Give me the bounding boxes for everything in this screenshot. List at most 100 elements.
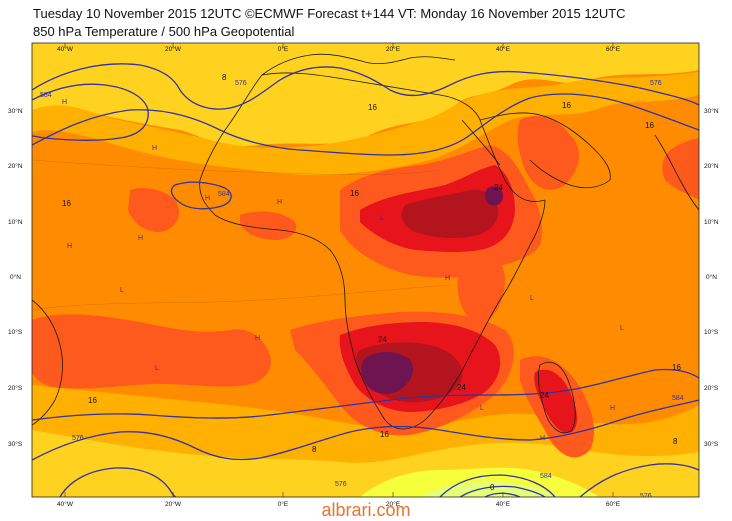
contour-576-east-ridge <box>579 463 699 497</box>
contour-584-south <box>32 368 699 421</box>
temperature-label: 16 <box>645 121 654 130</box>
temperature-zone-sahara-extreme <box>485 186 503 206</box>
pressure-center-label: H <box>255 335 260 342</box>
lon-label-top: 20°W <box>165 45 182 53</box>
lat-label-left: 0°N <box>10 273 21 281</box>
coastline-india <box>654 134 699 211</box>
temperature-isoline-south <box>32 284 451 311</box>
map-frame <box>31 42 700 498</box>
lat-label-left: 30°S <box>8 440 23 448</box>
lon-label-bottom: 20°W <box>165 500 182 508</box>
lon-label-bottom: 0°E <box>278 500 289 508</box>
contour-576-north <box>32 63 699 110</box>
temperature-zone-sahara-very-hot <box>401 189 499 239</box>
temperature-label: 16 <box>62 199 71 208</box>
pressure-center-label: L <box>380 215 384 222</box>
geopotential-label: 576 <box>72 435 84 442</box>
pressure-center-label: L <box>620 325 624 332</box>
temperature-label: 16 <box>380 430 389 439</box>
temperature-label: 24 <box>494 183 503 192</box>
lon-label-top: 60°E <box>606 45 621 53</box>
temperature-zone-india-warm <box>662 138 699 200</box>
pressure-center-label: H <box>610 405 615 412</box>
temperature-zone-arabia-warm <box>517 115 580 190</box>
contour-south-low-3 <box>484 492 521 497</box>
lat-label-right: 30°S <box>704 440 719 448</box>
geopotential-label: 576 <box>650 80 662 87</box>
pressure-center-label: L <box>530 295 534 302</box>
contour-584-africa-loop <box>170 181 232 210</box>
coastline-africa-north <box>261 72 546 202</box>
lat-label-right: 10°N <box>704 218 719 226</box>
temperature-label: 8 <box>673 437 678 446</box>
temperature-zone-west-africa-warm <box>128 188 180 233</box>
lat-label-right: 20°N <box>704 162 719 170</box>
geopotential-contours <box>32 63 699 497</box>
temperature-label: 16 <box>88 396 97 405</box>
geopotential-contour-labels: 584 576 576 584 584 576 576 584 576 <box>40 80 684 500</box>
pressure-center-label: L <box>480 405 484 412</box>
lat-label-left: 30°N <box>8 107 23 115</box>
pressure-center-label: H <box>205 195 210 202</box>
temperature-label: 0 <box>490 483 495 492</box>
geopotential-label: 584 <box>40 92 52 99</box>
coastline-red-sea <box>461 119 501 166</box>
lat-label-left: 20°N <box>8 162 23 170</box>
geopotential-label: 576 <box>640 493 652 500</box>
longitude-labels: 40°W 20°W 0°E 20°E 40°E 60°E 40°W 20°W 0… <box>57 45 621 508</box>
temperature-zone-horn-warm <box>457 253 505 323</box>
lat-label-right: 20°S <box>704 384 719 392</box>
pressure-center-label: H <box>67 243 72 250</box>
chart-title-line1: Tuesday 10 November 2015 12UTC ©ECMWF Fo… <box>33 6 626 21</box>
pressure-center-label: H <box>138 235 143 242</box>
geopotential-label: 576 <box>235 80 247 87</box>
pressure-center-label: L <box>120 287 124 294</box>
lon-label-top: 0°E <box>278 45 289 53</box>
pressure-center-label: H <box>540 435 545 442</box>
pressure-center-labels: H H H H H H H H H H L L L L L L <box>62 99 624 442</box>
pressure-center-label: L <box>155 365 159 372</box>
coastline-south-america <box>32 299 63 426</box>
lon-label-bottom: 40°E <box>496 500 511 508</box>
temperature-label: 24 <box>378 335 387 344</box>
temperature-zone-south-extreme <box>361 352 414 394</box>
lat-label-left: 10°S <box>8 328 23 336</box>
temperature-label: 16 <box>562 101 571 110</box>
graticule-ticks <box>64 43 614 497</box>
temperature-label: 8 <box>222 73 227 82</box>
lon-label-top: 20°E <box>386 45 401 53</box>
pressure-center-label: H <box>445 275 450 282</box>
coastline-europe-mediterranean <box>261 53 456 76</box>
chart-title-line2: 850 hPa Temperature / 500 hPa Geopotenti… <box>33 24 295 39</box>
temperature-label: 24 <box>457 383 466 392</box>
temperature-label: 16 <box>368 103 377 112</box>
contour-576-southwest-loop <box>59 467 177 497</box>
temperature-zone-madagascar-hot <box>534 369 578 433</box>
latitude-labels: 30°N 20°N 10°N 0°N 10°S 20°S 30°S 30°N 2… <box>8 107 719 448</box>
temperature-zone-west-africa-warm-2 <box>240 211 297 240</box>
lon-label-top: 40°E <box>496 45 511 53</box>
lat-label-left: 20°S <box>8 384 23 392</box>
temperature-label: 16 <box>350 189 359 198</box>
geopotential-label: 584 <box>672 395 684 402</box>
pressure-center-label: H <box>277 199 282 206</box>
temperature-contour-labels: 16 16 16 16 16 16 16 24 24 24 24 16 8 8 … <box>62 73 681 492</box>
contour-south-low-1 <box>439 474 556 497</box>
watermark: albrari.com <box>321 500 411 520</box>
lat-label-right: 10°S <box>704 328 719 336</box>
lon-label-bottom: 60°E <box>606 500 621 508</box>
lat-label-right: 30°N <box>704 107 719 115</box>
geopotential-label: 576 <box>335 481 347 488</box>
lat-label-left: 10°N <box>8 218 23 226</box>
pressure-center-label: H <box>62 99 67 106</box>
temperature-label: 8 <box>312 445 317 454</box>
coastline-arabia <box>479 112 611 189</box>
pressure-center-label: H <box>152 145 157 152</box>
temperature-isolines <box>32 159 451 311</box>
contour-south-low-2 <box>459 485 546 497</box>
temperature-label: 16 <box>672 363 681 372</box>
temperature-label: 24 <box>540 391 549 400</box>
geopotential-label: 584 <box>540 473 552 480</box>
coastline-madagascar <box>537 361 576 434</box>
